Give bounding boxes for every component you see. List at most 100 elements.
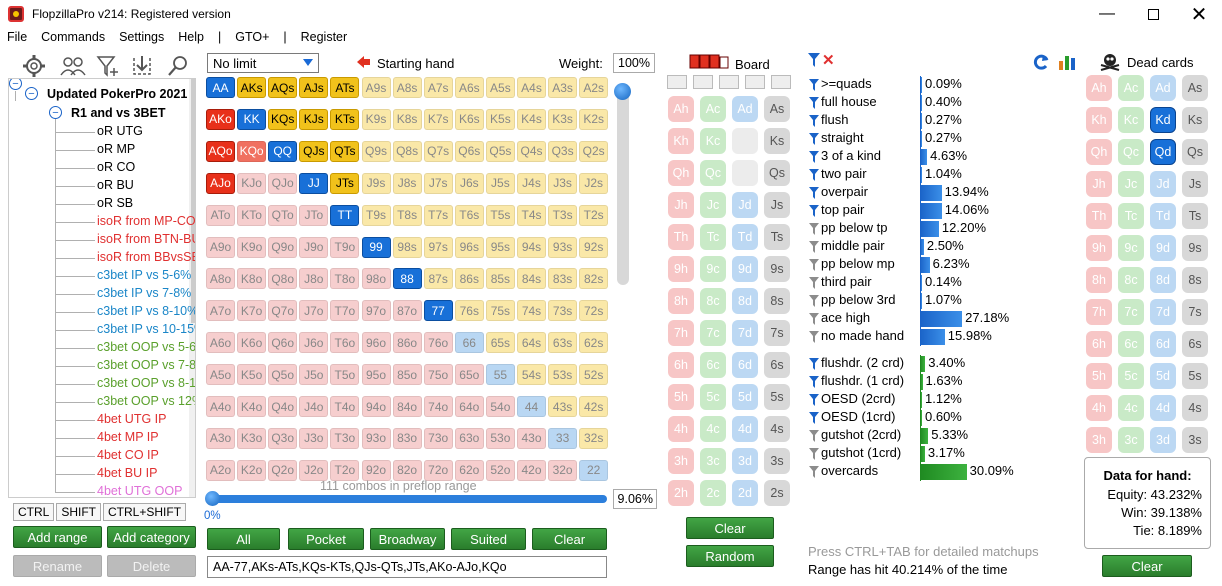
- all-button[interactable]: All: [207, 528, 280, 550]
- tree-item[interactable]: isoR from MP-CO: [97, 214, 196, 228]
- board-card-Ad[interactable]: Ad: [732, 96, 758, 122]
- hand-cell-TT[interactable]: TT: [330, 204, 360, 226]
- board-card-8c[interactable]: 8c: [700, 288, 726, 314]
- board-card-4d[interactable]: 4d: [732, 416, 758, 442]
- board-clear-button[interactable]: Clear: [686, 517, 774, 539]
- dead-card-Th[interactable]: Th: [1086, 203, 1112, 229]
- hand-cell-JTo[interactable]: JTo: [299, 204, 329, 226]
- hand-cell-K7s[interactable]: K7s: [423, 108, 453, 130]
- hand-cell-Q8s[interactable]: Q8s: [392, 140, 422, 162]
- hand-cell-A5s[interactable]: A5s: [485, 77, 515, 98]
- suited-button[interactable]: Suited: [451, 528, 526, 550]
- hand-cell-93s[interactable]: 93s: [548, 236, 578, 258]
- hand-cell-A4s[interactable]: A4s: [517, 77, 546, 98]
- board-card-7s[interactable]: 7s: [764, 320, 790, 346]
- board-card-Ac[interactable]: Ac: [700, 96, 726, 122]
- rename-button[interactable]: Rename: [13, 555, 102, 577]
- hand-cell-K2o[interactable]: K2o: [237, 459, 267, 481]
- board-card-6c[interactable]: 6c: [700, 352, 726, 378]
- tree-item[interactable]: oR BU: [97, 178, 134, 192]
- hand-cell-33[interactable]: 33: [548, 427, 578, 449]
- hand-cell-95o[interactable]: 95o: [361, 364, 391, 386]
- stat-filter-icon[interactable]: [809, 331, 819, 343]
- dead-card-7s[interactable]: 7s: [1182, 299, 1208, 325]
- board-card-6d[interactable]: 6d: [732, 352, 758, 378]
- board-card-Td[interactable]: Td: [732, 224, 758, 250]
- board-card-7d[interactable]: 7d: [732, 320, 758, 346]
- dead-card-5s[interactable]: 5s: [1182, 363, 1208, 389]
- hand-cell-AJo[interactable]: AJo: [206, 172, 235, 194]
- hand-cell-K5s[interactable]: K5s: [485, 108, 515, 130]
- dead-card-7h[interactable]: 7h: [1086, 299, 1112, 325]
- hand-cell-82s[interactable]: 82s: [579, 268, 609, 290]
- hand-cell-74o[interactable]: 74o: [423, 396, 453, 417]
- hand-cell-99[interactable]: 99: [361, 236, 391, 258]
- menu-item-register[interactable]: Register: [300, 30, 348, 44]
- board-card-9h[interactable]: 9h: [668, 256, 694, 282]
- board-card-Jc[interactable]: Jc: [700, 192, 726, 218]
- stat-filter-icon[interactable]: [809, 430, 819, 442]
- dead-card-Qd[interactable]: Qd: [1150, 139, 1176, 165]
- hand-cell-QQ[interactable]: QQ: [268, 140, 298, 162]
- dead-card-3h[interactable]: 3h: [1086, 427, 1112, 453]
- menu-item-commands[interactable]: Commands: [41, 30, 106, 44]
- hand-cell-T2o[interactable]: T2o: [330, 459, 360, 481]
- hand-cell-43o[interactable]: 43o: [517, 427, 546, 449]
- board-card-Ks[interactable]: Ks: [764, 128, 790, 154]
- hand-cell-T7s[interactable]: T7s: [423, 204, 453, 226]
- hand-cell-K3o[interactable]: K3o: [237, 427, 267, 449]
- stat-filter-icon[interactable]: [809, 394, 819, 406]
- dead-card-Jh[interactable]: Jh: [1086, 171, 1112, 197]
- dead-card-Jd[interactable]: Jd: [1150, 171, 1176, 197]
- tree-item[interactable]: c3bet OOP vs 12%: [97, 394, 196, 408]
- tab-ctrl[interactable]: CTRL: [13, 503, 55, 521]
- hand-cell-ATs[interactable]: ATs: [330, 77, 360, 98]
- hand-cell-74s[interactable]: 74s: [517, 300, 546, 322]
- hand-cell-AKs[interactable]: AKs: [237, 77, 267, 98]
- hand-cell-J2o[interactable]: J2o: [299, 459, 329, 481]
- dead-card-4c[interactable]: 4c: [1118, 395, 1144, 421]
- dead-card-9d[interactable]: 9d: [1150, 235, 1176, 261]
- hand-cell-T7o[interactable]: T7o: [330, 300, 360, 322]
- hand-cell-86o[interactable]: 86o: [392, 332, 422, 354]
- board-card-2s[interactable]: 2s: [764, 480, 790, 506]
- board-card-Ts[interactable]: Ts: [764, 224, 790, 250]
- board-card-3d[interactable]: 3d: [732, 448, 758, 474]
- hand-cell-64s[interactable]: 64s: [517, 332, 546, 354]
- hand-cell-T5o[interactable]: T5o: [330, 364, 360, 386]
- filter-plus-icon[interactable]: [96, 54, 120, 78]
- hand-cell-Q2o[interactable]: Q2o: [268, 459, 298, 481]
- hand-cell-T4s[interactable]: T4s: [517, 204, 546, 226]
- board-card-2h[interactable]: 2h: [668, 480, 694, 506]
- stat-filter-icon[interactable]: [809, 115, 819, 127]
- group-collapse-icon[interactable]: −: [49, 106, 62, 119]
- tree-item[interactable]: c3bet IP vs 5-6%: [97, 268, 192, 282]
- hand-cell-92s[interactable]: 92s: [579, 236, 609, 258]
- stat-filter-icon[interactable]: [809, 313, 819, 325]
- hand-cell-K6s[interactable]: K6s: [454, 108, 484, 130]
- hand-cell-J3s[interactable]: J3s: [548, 172, 578, 194]
- stat-filter-icon[interactable]: [809, 277, 819, 289]
- tree-item[interactable]: c3bet OOP vs 5-6%: [97, 340, 196, 354]
- hand-cell-A8o[interactable]: A8o: [206, 268, 235, 290]
- tab-ctrl-shift[interactable]: CTRL+SHIFT: [103, 503, 187, 521]
- dead-card-Ks[interactable]: Ks: [1182, 107, 1208, 133]
- dead-card-As[interactable]: As: [1182, 75, 1208, 101]
- hand-cell-A7s[interactable]: A7s: [423, 77, 453, 98]
- dead-card-Ac[interactable]: Ac: [1118, 75, 1144, 101]
- dead-card-Ts[interactable]: Ts: [1182, 203, 1208, 229]
- dead-card-Ah[interactable]: Ah: [1086, 75, 1112, 101]
- dead-card-5d[interactable]: 5d: [1150, 363, 1176, 389]
- board-card-9s[interactable]: 9s: [764, 256, 790, 282]
- board-slot-5[interactable]: [771, 75, 791, 89]
- hand-cell-Q5o[interactable]: Q5o: [268, 364, 298, 386]
- maximize-icon[interactable]: [1130, 0, 1176, 28]
- stat-filter-icon[interactable]: [809, 187, 819, 199]
- broadway-button[interactable]: Broadway: [370, 528, 445, 550]
- dead-card-Ad[interactable]: Ad: [1150, 75, 1176, 101]
- dead-card-9c[interactable]: 9c: [1118, 235, 1144, 261]
- hand-cell-QTo[interactable]: QTo: [268, 204, 298, 226]
- hand-cell-T8s[interactable]: T8s: [392, 204, 422, 226]
- board-card-Qh[interactable]: Qh: [668, 160, 694, 186]
- hand-cell-72s[interactable]: 72s: [579, 300, 609, 322]
